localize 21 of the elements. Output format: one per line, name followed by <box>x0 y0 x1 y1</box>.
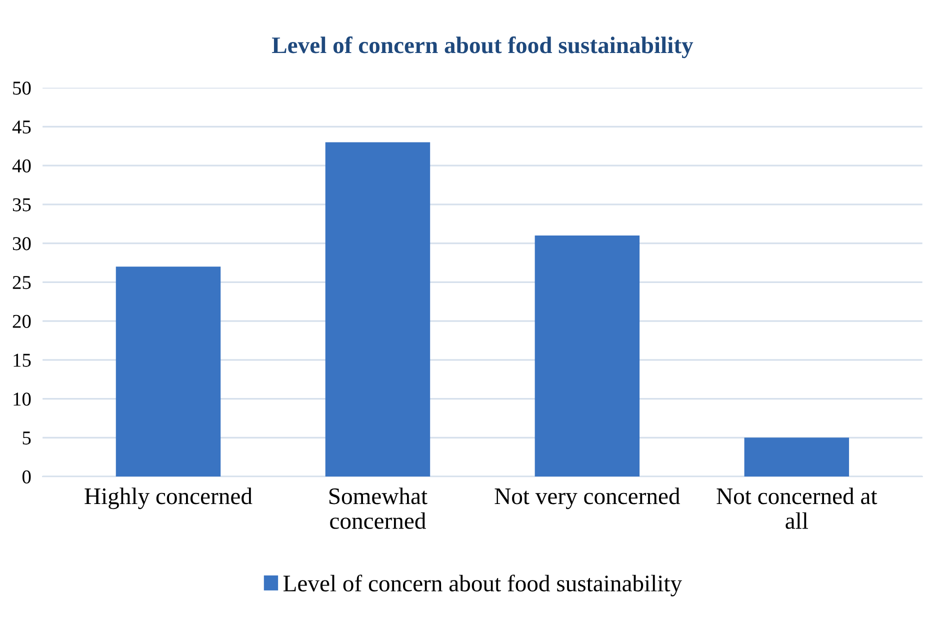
x-tick-label: Highly concerned <box>84 488 252 510</box>
y-tick-label: 45 <box>12 120 31 134</box>
y-tick-label: 15 <box>14 354 31 367</box>
y-tick-label: 25 <box>12 276 31 290</box>
bar <box>325 142 430 477</box>
y-tick-label: 5 <box>22 432 31 445</box>
y-tick-label: 0 <box>22 470 31 484</box>
x-tick-label: Not very concerned <box>494 488 680 510</box>
bar <box>534 236 640 477</box>
y-tick-label: 10 <box>14 392 31 406</box>
y-tick-label: 30 <box>12 237 31 250</box>
y-tick-label: 40 <box>12 159 31 172</box>
legend-label: Level of concern about food sustainability <box>283 574 682 596</box>
bar <box>744 438 850 477</box>
x-tick-label: Not concerned at all <box>716 488 878 529</box>
x-tick-label: Somewhat concerned <box>329 488 428 529</box>
y-tick-label: 20 <box>12 314 31 328</box>
chart-title: Level of concern about food sustainability <box>272 36 694 58</box>
y-tick-label: 35 <box>12 198 31 212</box>
bar <box>116 266 221 477</box>
y-tick-label: 50 <box>13 82 31 95</box>
